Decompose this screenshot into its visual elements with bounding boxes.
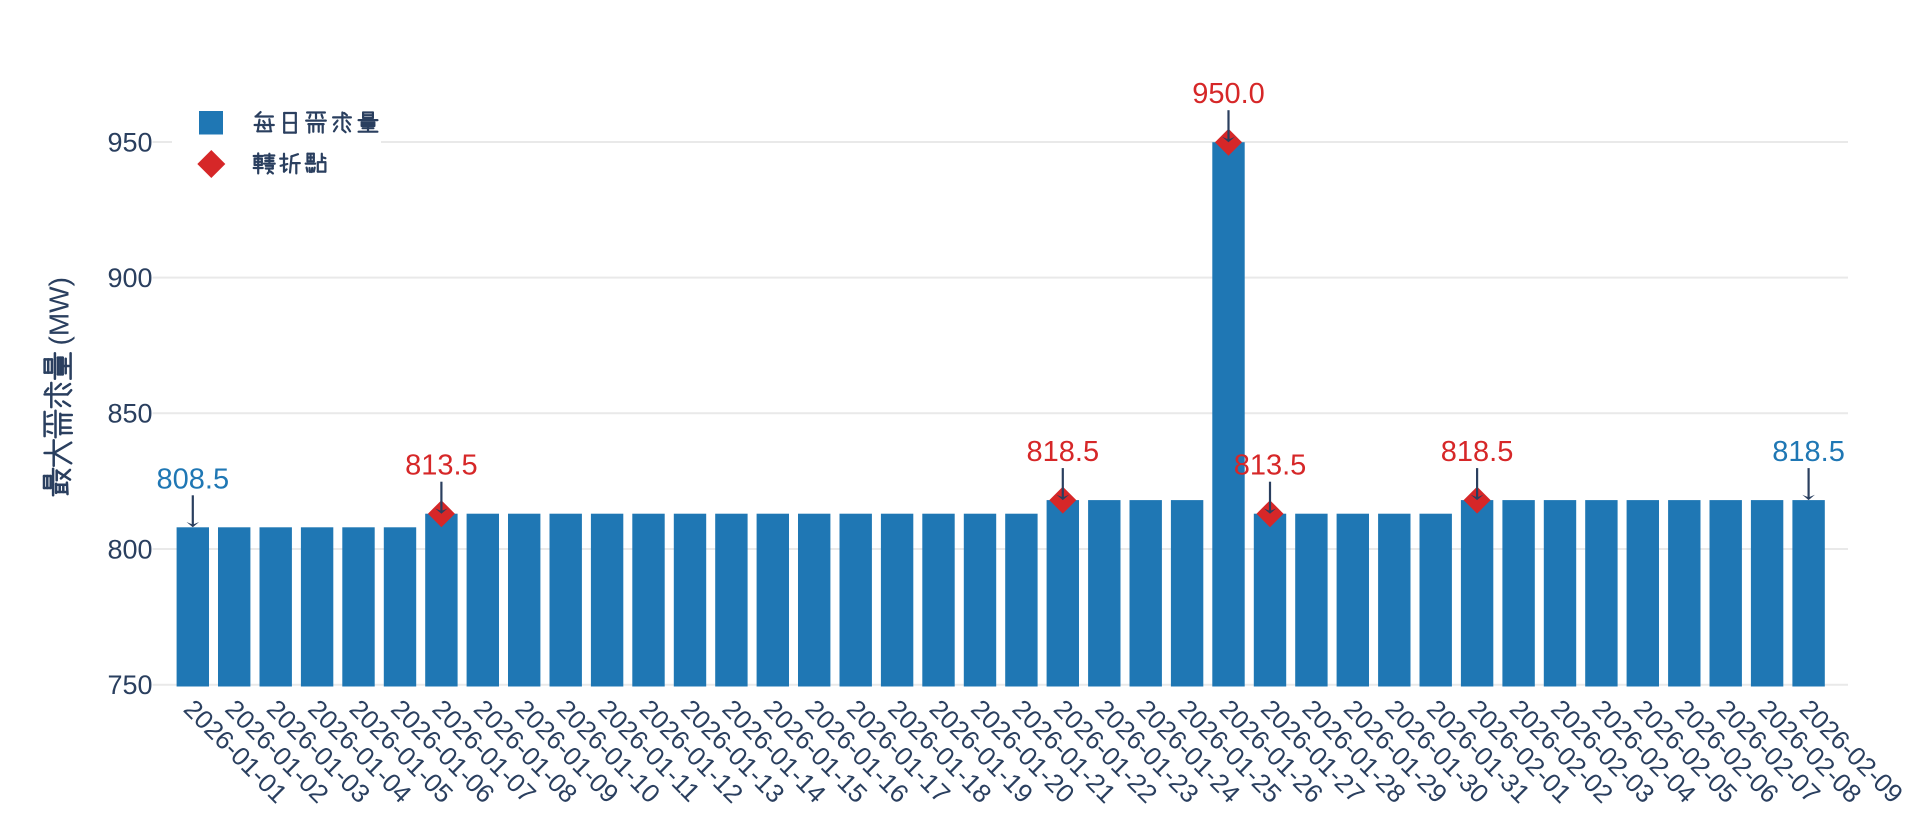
svg-text:818.5: 818.5: [1027, 436, 1100, 468]
svg-text:(MW): (MW): [44, 277, 75, 345]
svg-text:900: 900: [107, 263, 152, 293]
svg-text:808.5: 808.5: [157, 463, 230, 495]
svg-text:850: 850: [107, 399, 152, 429]
svg-text:950: 950: [107, 127, 152, 157]
svg-text:950.0: 950.0: [1192, 78, 1265, 110]
svg-text:813.5: 813.5: [405, 450, 478, 482]
svg-text:750: 750: [107, 670, 152, 700]
svg-text:813.5: 813.5: [1234, 450, 1307, 482]
svg-text:818.5: 818.5: [1772, 436, 1845, 468]
svg-text:818.5: 818.5: [1441, 436, 1514, 468]
svg-text:800: 800: [107, 534, 152, 564]
